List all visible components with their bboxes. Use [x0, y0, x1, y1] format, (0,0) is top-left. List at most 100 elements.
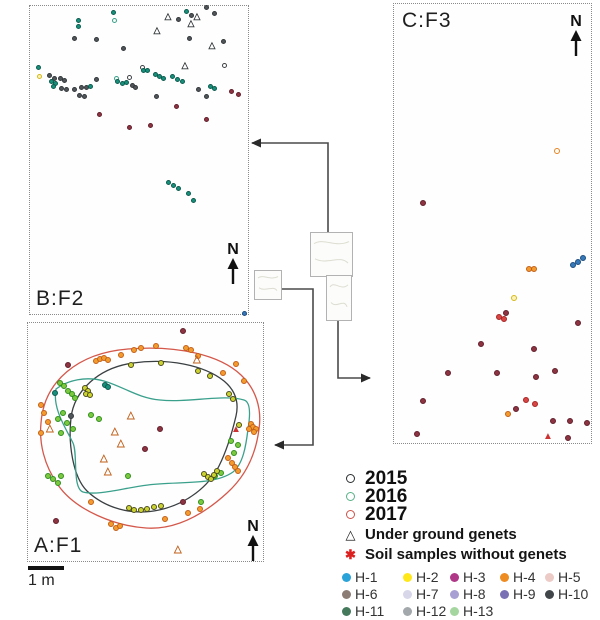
data-point	[105, 384, 111, 390]
data-point	[420, 398, 426, 404]
data-point	[531, 346, 537, 352]
data-point	[36, 73, 42, 79]
data-point	[235, 468, 241, 474]
data-point-triangle: △	[104, 466, 112, 477]
data-point	[203, 4, 209, 10]
data-point	[60, 410, 66, 416]
data-point	[550, 418, 556, 424]
north-arrow: N	[222, 242, 244, 289]
data-point	[111, 17, 117, 23]
legend-genet-H-5: H-5	[545, 570, 597, 584]
legend-soil-label: Soil samples without genets	[365, 545, 567, 563]
genet-label: H-2	[416, 569, 439, 585]
panel-label-A-F1: A:F1	[34, 534, 83, 557]
data-point	[180, 499, 186, 505]
genet-color-dot	[342, 606, 351, 616]
legend-genet-H-1: H-1	[342, 570, 403, 584]
data-point	[570, 262, 576, 268]
data-point	[235, 91, 241, 97]
data-point	[126, 74, 132, 80]
genet-color-dot	[545, 572, 554, 582]
genet-label: H-13	[463, 603, 494, 619]
data-point	[523, 397, 529, 403]
data-point	[531, 266, 537, 272]
data-point	[235, 442, 241, 448]
legend-genet-H-9: H-9	[500, 587, 545, 601]
data-point	[58, 430, 64, 436]
legend-year-label: 2015	[365, 468, 408, 489]
data-point	[63, 86, 69, 92]
legend: 2015 2016 2017 △ Under ground genets ✱ Soi…	[340, 468, 597, 619]
data-point-triangle: △	[127, 410, 135, 421]
data-point	[35, 64, 41, 70]
genet-color-dot	[403, 589, 412, 599]
data-point	[203, 116, 209, 122]
data-point	[126, 124, 132, 130]
genet-label: H-7	[416, 586, 439, 602]
data-point	[142, 446, 148, 452]
legend-genet-H-10: H-10	[545, 587, 597, 601]
legend-genet-H-13: H-13	[450, 604, 500, 618]
legend-soil-samples: ✱ Soil samples without genets	[340, 545, 595, 563]
legend-genet-H-6: H-6	[342, 587, 403, 601]
north-arrow-icon	[570, 30, 582, 56]
panel-A-F1: △ △ △ △ △ △ △ △ ▲ A:F1 N	[27, 322, 264, 562]
data-point	[207, 373, 213, 379]
data-point	[51, 75, 57, 81]
data-point	[478, 341, 484, 347]
data-point	[505, 411, 511, 417]
data-point	[554, 148, 560, 154]
data-point	[195, 353, 201, 359]
data-point-triangle: △	[100, 453, 108, 464]
data-point	[183, 8, 189, 14]
data-point-triangle: △	[193, 354, 201, 365]
north-label: N	[227, 241, 239, 258]
genet-label: H-11	[355, 603, 385, 619]
data-point	[65, 362, 71, 368]
data-point	[38, 402, 44, 408]
inset-locator-box	[254, 270, 282, 300]
data-point	[494, 370, 500, 376]
legend-genet-H-3: H-3	[450, 570, 500, 584]
data-point	[565, 435, 571, 441]
data-point	[75, 23, 81, 29]
curve-2015	[69, 360, 238, 513]
data-point	[165, 179, 171, 185]
north-label: N	[247, 518, 259, 535]
north-arrow-icon	[227, 258, 239, 284]
data-point	[175, 16, 181, 22]
data-point	[195, 86, 201, 92]
genet-label: H-6	[355, 586, 378, 602]
data-point	[162, 516, 168, 522]
data-point	[190, 197, 196, 203]
scale-bar: 1 m	[28, 566, 64, 590]
data-point	[174, 76, 180, 82]
data-point	[61, 77, 67, 83]
data-point	[87, 83, 93, 89]
panel-C-F3: ▲ C:F3 N	[393, 3, 592, 444]
data-point	[420, 200, 426, 206]
data-point	[58, 85, 64, 91]
connector-arrowhead	[274, 440, 284, 450]
data-point	[138, 345, 144, 351]
inset-sketch	[313, 241, 350, 264]
data-point	[131, 507, 137, 513]
legend-genet-H-8: H-8	[450, 587, 500, 601]
data-point	[70, 426, 76, 432]
data-point	[211, 85, 217, 91]
data-point-triangle: △	[174, 544, 182, 555]
north-arrow: N	[242, 519, 264, 566]
genet-color-dot	[342, 572, 351, 582]
data-point	[117, 523, 123, 529]
data-point	[110, 9, 116, 15]
data-point	[68, 413, 74, 419]
data-point-triangle: △	[187, 17, 195, 28]
data-point	[160, 75, 166, 81]
data-point	[52, 390, 58, 396]
legend-genet-H-4: H-4	[500, 570, 545, 584]
triangle-icon: △	[345, 526, 356, 542]
data-point	[220, 38, 226, 44]
data-point	[584, 420, 590, 426]
genet-color-dot	[545, 589, 554, 599]
